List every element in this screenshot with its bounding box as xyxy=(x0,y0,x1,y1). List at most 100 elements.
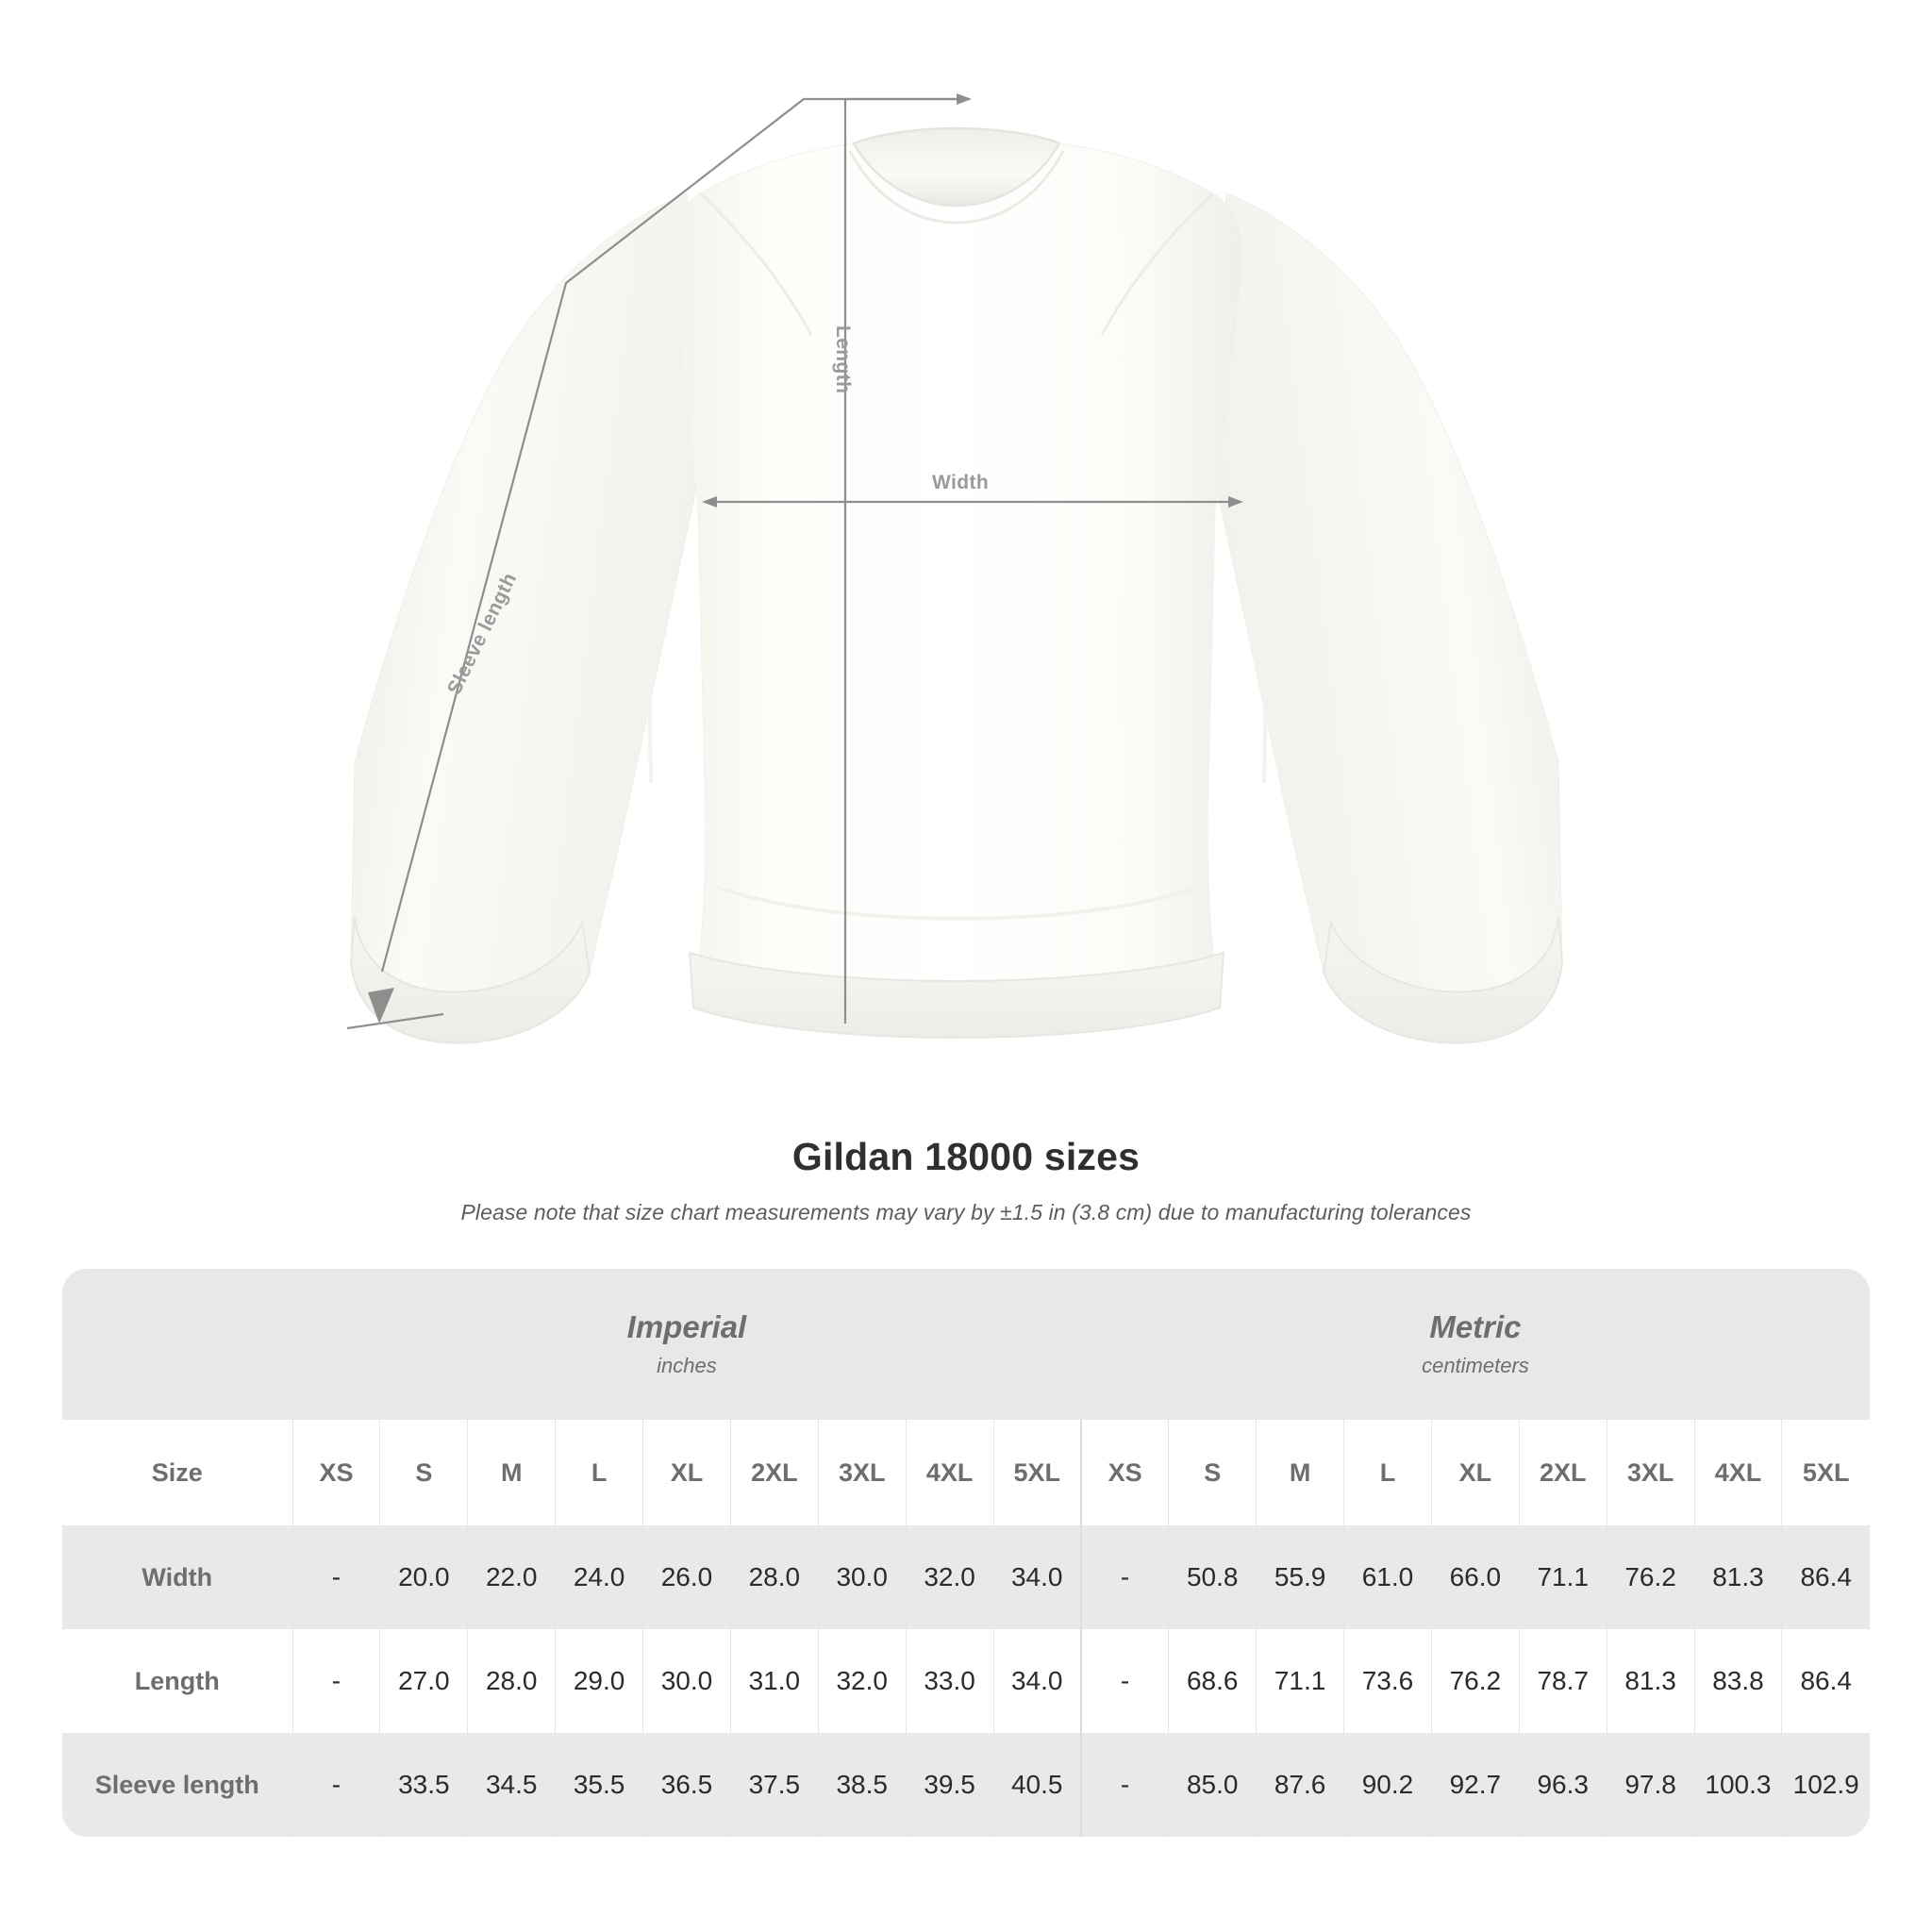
cell-width-metric-4xl: 81.3 xyxy=(1693,1525,1782,1629)
unit-subtitle: centimeters xyxy=(1422,1353,1529,1377)
length-measurement-label: Length xyxy=(832,325,854,394)
table-row: Sleeve length -33.5 34.5 35.5 36.5 37.5 38.5 39… xyxy=(62,1733,1870,1837)
cell-width-metric-l: 61.0 xyxy=(1343,1525,1432,1629)
cell-width-metric-s: 50.8 xyxy=(1168,1525,1257,1629)
size-header-cell-imperial-3xl: 3XL xyxy=(817,1420,907,1525)
fold-line-right xyxy=(1253,282,1268,784)
size-header-cell-metric-5xl: 5XL xyxy=(1781,1420,1870,1525)
cell-width-imperial-5xl: 34.0 xyxy=(992,1525,1081,1629)
cell-sleeve-length-metric-2xl: 96.3 xyxy=(1518,1733,1607,1837)
sweatshirt-diagram xyxy=(346,93,1564,1044)
cell-sleeve-length-imperial-l: 35.5 xyxy=(555,1733,643,1837)
table-row: Length -27.0 28.0 29.0 30.0 31.0 32.0 33.0 34.0-… xyxy=(62,1629,1870,1733)
row-label-sleeve-length: Sleeve length xyxy=(62,1733,293,1837)
cell-width-metric-xs: - xyxy=(1079,1525,1169,1629)
page-title: Gildan 18000 sizes xyxy=(791,1135,1141,1178)
body-panel xyxy=(670,142,1243,1039)
size-header-cell-metric-s: S xyxy=(1168,1420,1257,1525)
size-header-cell-imperial-xs: XS xyxy=(291,1420,380,1525)
left-shoulder-seam xyxy=(698,192,813,336)
table-row: Width -20.0 22.0 24.0 26.0 28.0 30.0 32.0 34.0-5… xyxy=(62,1525,1870,1629)
left-cuff xyxy=(349,916,591,1044)
sleeve-arrowhead xyxy=(368,988,394,1024)
cell-sleeve-length-imperial-xl: 36.5 xyxy=(642,1733,731,1837)
cell-sleeve-length-imperial-4xl: 39.5 xyxy=(905,1733,994,1837)
unit-header-metric: Metric centimeters xyxy=(1080,1269,1870,1420)
size-header-row: Size XS S M L XL 2XL 3XL 4XL 5XL XS S M L XL 2XL 3XL 4XL 5… xyxy=(62,1420,1870,1525)
unit-header-row: Imperial inches Metric centimeters xyxy=(62,1269,1870,1420)
size-chart-table: Imperial inches Metric centimeters Size XS S M L… xyxy=(62,1269,1870,1837)
size-header-cell-metric-4xl: 4XL xyxy=(1693,1420,1782,1525)
cell-length-metric-3xl: 81.3 xyxy=(1606,1629,1695,1733)
size-header-cell-metric-l: L xyxy=(1343,1420,1432,1525)
cell-width-metric-5xl: 86.4 xyxy=(1781,1525,1870,1629)
size-header-cell-metric-xl: XL xyxy=(1430,1420,1520,1525)
cell-sleeve-length-metric-m: 87.6 xyxy=(1256,1733,1344,1837)
fold-line-hem xyxy=(716,885,1199,921)
unit-header-imperial: Imperial inches xyxy=(292,1269,1081,1420)
size-header-cell-imperial-5xl: 5XL xyxy=(992,1420,1081,1525)
row-label-width: Width xyxy=(62,1525,293,1629)
garment-illustration: Length Width Sleeve length xyxy=(346,93,1564,1044)
row-label-length: Length xyxy=(62,1629,293,1733)
unit-row-spacer xyxy=(62,1269,293,1420)
size-header-cell-metric-3xl: 3XL xyxy=(1606,1420,1695,1525)
size-header-cell-imperial-l: L xyxy=(555,1420,643,1525)
cell-sleeve-length-imperial-s: 33.5 xyxy=(379,1733,468,1837)
cell-length-imperial-2xl: 31.0 xyxy=(729,1629,819,1733)
size-header-cell-imperial-m: M xyxy=(467,1420,556,1525)
cell-sleeve-length-metric-4xl: 100.3 xyxy=(1693,1733,1782,1837)
cell-sleeve-length-imperial-xs: - xyxy=(291,1733,380,1837)
cell-width-imperial-3xl: 30.0 xyxy=(817,1525,907,1629)
right-shoulder-seam xyxy=(1100,192,1215,336)
cell-length-imperial-m: 28.0 xyxy=(467,1629,556,1733)
cell-width-imperial-xl: 26.0 xyxy=(642,1525,731,1629)
fold-line-left xyxy=(647,282,662,784)
cell-sleeve-length-imperial-m: 34.5 xyxy=(467,1733,556,1837)
width-right-arrowhead xyxy=(1228,496,1243,508)
size-chart-table-wrapper: Imperial inches Metric centimeters Size XS S M L… xyxy=(62,1269,1870,1837)
cell-length-imperial-l: 29.0 xyxy=(555,1629,643,1733)
collar-inner-seam xyxy=(848,150,1065,225)
cell-length-metric-5xl: 86.4 xyxy=(1781,1629,1870,1733)
cell-width-metric-m: 55.9 xyxy=(1256,1525,1344,1629)
tolerance-note: Please note that size chart measurements… xyxy=(460,1200,1472,1224)
cell-length-imperial-3xl: 32.0 xyxy=(817,1629,907,1733)
cell-width-imperial-xs: - xyxy=(291,1525,380,1629)
cell-length-imperial-5xl: 34.0 xyxy=(992,1629,1081,1733)
unit-name: Imperial xyxy=(626,1309,747,1345)
right-cuff xyxy=(1322,916,1564,1044)
cell-width-metric-xl: 66.0 xyxy=(1430,1525,1520,1629)
cell-length-imperial-xs: - xyxy=(291,1629,380,1733)
cell-sleeve-length-metric-5xl: 102.9 xyxy=(1781,1733,1870,1837)
cell-sleeve-length-imperial-3xl: 38.5 xyxy=(817,1733,907,1837)
size-header-cell-imperial-2xl: 2XL xyxy=(729,1420,819,1525)
cell-sleeve-length-metric-xs: - xyxy=(1079,1733,1169,1837)
cell-width-imperial-2xl: 28.0 xyxy=(729,1525,819,1629)
cell-length-metric-s: 68.6 xyxy=(1168,1629,1257,1733)
cell-width-imperial-4xl: 32.0 xyxy=(905,1525,994,1629)
cell-width-imperial-s: 20.0 xyxy=(379,1525,468,1629)
cell-sleeve-length-metric-s: 85.0 xyxy=(1168,1733,1257,1837)
cell-length-metric-xs: - xyxy=(1079,1629,1169,1733)
cell-sleeve-length-metric-3xl: 97.8 xyxy=(1606,1733,1695,1837)
cell-length-metric-4xl: 83.8 xyxy=(1693,1629,1782,1733)
unit-name: Metric xyxy=(1429,1309,1522,1345)
size-header-cell-imperial-4xl: 4XL xyxy=(905,1420,994,1525)
size-header-cell-metric-m: M xyxy=(1256,1420,1344,1525)
cell-length-imperial-s: 27.0 xyxy=(379,1629,468,1733)
cell-sleeve-length-metric-l: 90.2 xyxy=(1343,1733,1432,1837)
unit-subtitle: inches xyxy=(657,1353,717,1377)
cell-width-metric-3xl: 76.2 xyxy=(1606,1525,1695,1629)
sleeve-guide-line xyxy=(380,97,964,973)
cell-length-imperial-4xl: 33.0 xyxy=(905,1629,994,1733)
size-header-cell-imperial-s: S xyxy=(379,1420,468,1525)
cell-width-imperial-l: 24.0 xyxy=(555,1525,643,1629)
cell-width-metric-2xl: 71.1 xyxy=(1518,1525,1607,1629)
cell-length-metric-2xl: 78.7 xyxy=(1518,1629,1607,1733)
size-header-cell-imperial-xl: XL xyxy=(642,1420,731,1525)
cell-sleeve-length-imperial-5xl: 40.5 xyxy=(992,1733,1081,1837)
cell-sleeve-length-imperial-2xl: 37.5 xyxy=(729,1733,819,1837)
cell-length-metric-xl: 76.2 xyxy=(1430,1629,1520,1733)
size-header-cell-metric-2xl: 2XL xyxy=(1518,1420,1607,1525)
